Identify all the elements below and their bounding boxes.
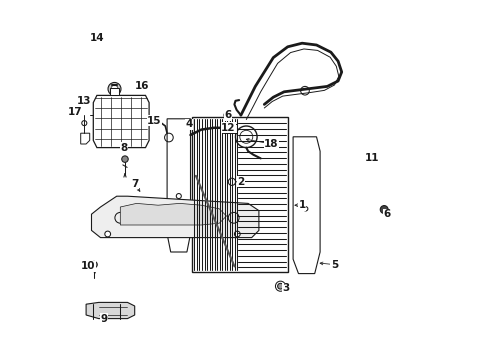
- Circle shape: [111, 85, 118, 93]
- Circle shape: [380, 206, 387, 213]
- Polygon shape: [81, 133, 89, 144]
- Text: 5: 5: [330, 260, 337, 270]
- Text: 9: 9: [101, 314, 107, 324]
- Text: 1: 1: [298, 200, 305, 210]
- Text: 2: 2: [237, 177, 244, 187]
- Text: 17: 17: [68, 107, 82, 117]
- Circle shape: [226, 122, 233, 130]
- Text: 12: 12: [221, 123, 235, 133]
- Text: 3: 3: [282, 283, 289, 293]
- Text: 9: 9: [101, 314, 107, 324]
- Polygon shape: [91, 196, 258, 238]
- Circle shape: [235, 126, 257, 148]
- Circle shape: [277, 283, 283, 289]
- Text: 14: 14: [89, 33, 104, 43]
- Text: 8: 8: [120, 143, 127, 153]
- Text: 4: 4: [184, 119, 192, 129]
- Text: 4: 4: [184, 119, 192, 129]
- Text: 6: 6: [224, 110, 231, 120]
- Text: 11: 11: [365, 153, 379, 163]
- Text: 3: 3: [282, 283, 289, 293]
- Text: 16: 16: [134, 81, 149, 91]
- Text: 6: 6: [382, 209, 389, 219]
- Text: 13: 13: [77, 96, 91, 106]
- Text: 10: 10: [81, 261, 95, 271]
- Text: 14: 14: [89, 33, 104, 43]
- Polygon shape: [86, 302, 134, 319]
- Text: 5: 5: [330, 260, 337, 270]
- Text: 16: 16: [134, 81, 149, 91]
- Circle shape: [228, 178, 235, 185]
- Text: 13: 13: [77, 96, 91, 106]
- Text: 6: 6: [224, 110, 231, 120]
- Text: 6: 6: [382, 209, 389, 219]
- Polygon shape: [292, 137, 320, 274]
- Circle shape: [300, 86, 309, 95]
- Text: 8: 8: [120, 143, 127, 153]
- Bar: [223, 124, 237, 133]
- Text: 15: 15: [147, 116, 162, 126]
- Text: 18: 18: [264, 139, 278, 149]
- Text: 18: 18: [264, 139, 278, 149]
- Circle shape: [275, 281, 285, 291]
- Bar: [110, 88, 119, 95]
- Text: 17: 17: [68, 107, 82, 117]
- Bar: [192, 117, 287, 272]
- Text: 15: 15: [147, 116, 162, 126]
- Circle shape: [81, 121, 87, 126]
- Circle shape: [108, 82, 121, 95]
- Text: 7: 7: [131, 179, 138, 189]
- Circle shape: [122, 156, 128, 162]
- Text: 7: 7: [131, 179, 138, 189]
- Polygon shape: [120, 203, 226, 225]
- Circle shape: [234, 231, 240, 237]
- Text: 11: 11: [365, 153, 379, 163]
- Circle shape: [104, 231, 110, 237]
- Circle shape: [239, 130, 252, 143]
- Polygon shape: [93, 95, 149, 148]
- Circle shape: [91, 261, 97, 268]
- Text: 12: 12: [221, 123, 235, 133]
- Text: 1: 1: [298, 200, 305, 210]
- Text: 2: 2: [237, 177, 244, 187]
- Circle shape: [224, 112, 231, 119]
- Polygon shape: [167, 119, 190, 252]
- Text: 10: 10: [81, 261, 95, 271]
